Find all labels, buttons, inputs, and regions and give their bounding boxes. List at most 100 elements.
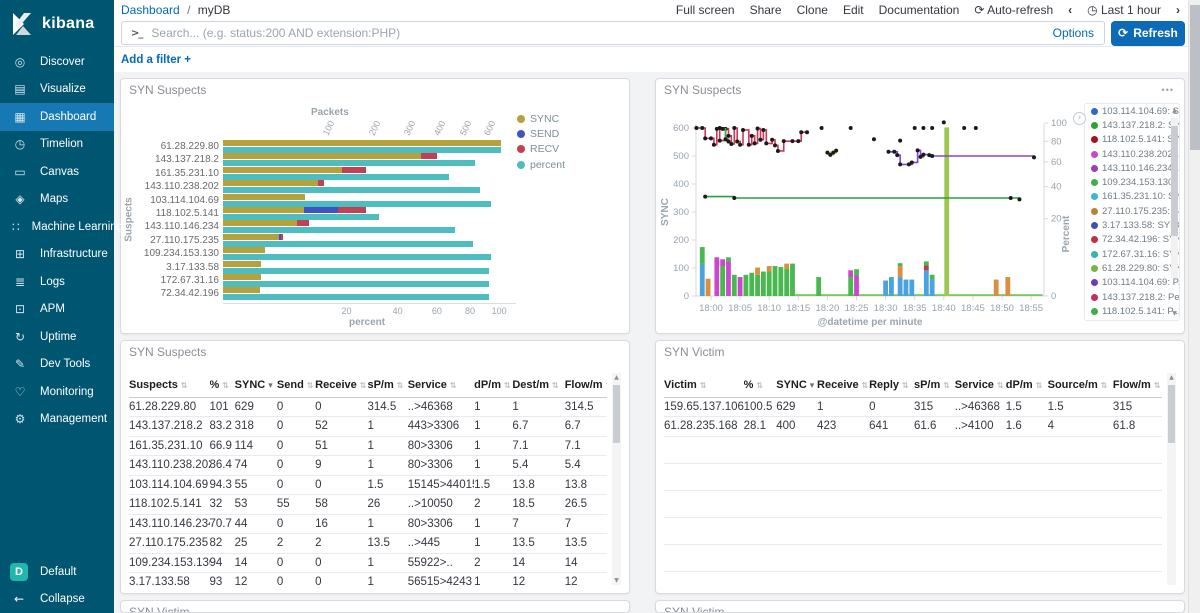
scroll-up-icon[interactable]: ▲ (1169, 374, 1174, 381)
kibana-brand[interactable]: kibana (0, 0, 114, 48)
sort-icon[interactable]: ⇅ (756, 380, 764, 390)
column-header-send[interactable]: Send ⇅ (276, 373, 316, 398)
sidebar-item-dev-tools[interactable]: ✎ Dev Tools (0, 351, 114, 379)
column-header-sync[interactable]: SYNC ▾ (776, 373, 818, 398)
sidebar-item-apm[interactable]: ⊡ APM (0, 296, 114, 324)
sort-icon[interactable]: ⇅ (396, 380, 404, 390)
column-header-flow-m[interactable]: Flow/m⇅ (1112, 373, 1162, 398)
sidebar-item-canvas[interactable]: ▭ Canvas (0, 158, 114, 186)
legend-item[interactable]: 72.34.42.196: SYNC (1085, 233, 1179, 247)
sort-icon[interactable]: ⇅ (699, 380, 707, 390)
sidebar-item-logs[interactable]: ≣ Logs (0, 268, 114, 296)
legend-collapse-button[interactable]: › (1073, 112, 1086, 125)
legend-item[interactable]: 3.17.133.58: SYNC (1085, 218, 1179, 232)
legend-scroll-up-icon[interactable]: ▲ (1172, 107, 1177, 114)
column-header-receive[interactable]: Receive ⇅ (315, 373, 368, 398)
column-header-sync[interactable]: SYNC ▾ (234, 373, 277, 398)
sort-desc-icon[interactable]: ▾ (809, 380, 815, 391)
sidebar-item-dashboard[interactable]: ▦ Dashboard (0, 103, 114, 131)
column-header-service[interactable]: Service ⇅ (954, 373, 1006, 398)
legend-item[interactable]: 118.102.5.141: P... (1085, 304, 1179, 318)
top-action-clone[interactable]: Clone (796, 3, 828, 17)
sidebar-item-visualize[interactable]: ▤ Visualize (0, 76, 114, 104)
legend-item[interactable]: 143.110.146.234: ... (1085, 161, 1179, 175)
column-header-reply[interactable]: Reply ⇅ (869, 373, 914, 398)
scrollbar-thumb[interactable] (613, 385, 620, 443)
sidebar-item-maps[interactable]: ◈ Maps (0, 186, 114, 214)
legend-item[interactable]: 103.114.104.69: S... (1085, 104, 1179, 118)
sort-icon[interactable]: ⇅ (943, 380, 950, 390)
legend-item-send[interactable]: SEND (517, 126, 565, 141)
sort-icon[interactable]: ⇅ (1153, 380, 1161, 390)
sidebar-item-management[interactable]: ⚙ Management (0, 406, 114, 434)
column-header-service[interactable]: Service ⇅ (407, 373, 475, 398)
sidebar-collapse-button[interactable]: ← Collapse (0, 586, 114, 613)
sort-icon[interactable]: ⇅ (902, 380, 909, 390)
scrollbar-thumb[interactable] (1168, 385, 1175, 443)
column-header-sp-m[interactable]: sP/m ⇅ (367, 373, 408, 398)
sidebar-item-discover[interactable]: ◎ Discover (0, 48, 114, 76)
sort-icon[interactable]: ⇅ (606, 381, 607, 390)
legend-scroll-down-icon[interactable]: ▼ (1172, 310, 1177, 317)
legend-scrollbar-thumb[interactable] (1171, 126, 1178, 236)
legend-item[interactable]: 27.110.175.235: S... (1085, 204, 1179, 218)
column-header-receive[interactable]: Receive ⇅ (817, 373, 870, 398)
top-action-full-screen[interactable]: Full screen (675, 3, 735, 17)
column-header-dp-m[interactable]: dP/m ⇅ (474, 373, 513, 398)
column-header-dp-m[interactable]: dP/m ⇅ (1005, 373, 1048, 398)
legend-item[interactable]: 61.28.229.80: SYNC (1085, 261, 1179, 275)
legend-item[interactable]: 161.35.231.10: SY... (1085, 190, 1179, 204)
sidebar-item-uptime[interactable]: ↻ Uptime (0, 323, 114, 351)
sort-icon[interactable]: ⇅ (180, 380, 188, 390)
column-header-sp-m[interactable]: sP/m ⇅ (913, 373, 955, 398)
sort-icon[interactable]: ⇅ (359, 380, 367, 390)
sort-icon[interactable]: ⇅ (504, 380, 511, 390)
legend-item[interactable]: 109.234.153.130: ... (1085, 175, 1179, 189)
sidebar-item-timelion[interactable]: ◷ Timelion (0, 131, 114, 159)
sort-icon[interactable]: ⇅ (861, 380, 869, 390)
sort-icon[interactable]: ⇅ (552, 380, 559, 390)
time-picker-button[interactable]: ◷ Last 1 hour (1087, 3, 1161, 17)
breadcrumb-dashboard-link[interactable]: Dashboard (121, 3, 180, 17)
sort-icon[interactable]: ⇅ (1100, 380, 1108, 390)
sidebar-item-infrastructure[interactable]: ⊞ Infrastructure (0, 241, 114, 269)
legend-item-sync[interactable]: SYNC (517, 111, 565, 126)
column-header--[interactable]: % ⇅ (209, 373, 235, 398)
search-input[interactable] (151, 26, 1053, 40)
scroll-up-icon[interactable]: ▲ (614, 374, 619, 381)
column-header-source-m[interactable]: Source/m ⇅ (1047, 373, 1113, 398)
options-link[interactable]: Options (1052, 26, 1094, 40)
refresh-button[interactable]: ⟳ Refresh (1111, 20, 1185, 46)
column-header-suspects[interactable]: Suspects ⇅ (129, 373, 210, 398)
sidebar-item-machine-learning[interactable]: ∷ Machine Learning (0, 213, 123, 241)
column-header-dest-m[interactable]: Dest/m ⇅ (512, 373, 565, 398)
top-action-documentation[interactable]: Documentation (878, 3, 960, 17)
scroll-down-icon[interactable]: ▼ (614, 577, 619, 584)
legend-item-recv[interactable]: RECV (517, 142, 565, 157)
column-header-flow-m[interactable]: Flow/m⇅ (564, 373, 607, 398)
legend-item-percent[interactable]: percent (517, 157, 565, 172)
time-next-button[interactable]: › (1176, 3, 1180, 17)
sort-icon[interactable]: ⇅ (306, 380, 314, 390)
sort-icon[interactable]: ⇅ (449, 380, 457, 390)
sort-icon[interactable]: ⇅ (222, 380, 229, 390)
legend-item[interactable]: 143.110.238.202: ... (1085, 147, 1179, 161)
auto-refresh-button[interactable]: ⟳ Auto-refresh (974, 3, 1054, 17)
sort-icon[interactable]: ⇅ (996, 380, 1004, 390)
add-filter-button[interactable]: Add a filter + (121, 54, 191, 66)
legend-item[interactable]: 143.137.218.2: Per... (1085, 290, 1179, 304)
legend-item[interactable]: 103.114.104.69: P... (1085, 276, 1179, 290)
column-header--[interactable]: % ⇅ (743, 373, 777, 398)
sidebar-item-monitoring[interactable]: ♡ Monitoring (0, 378, 114, 406)
page-scrollbar-thumb[interactable] (1190, 5, 1200, 150)
table-scrollbar[interactable]: ▲ ▼ (612, 373, 621, 585)
sort-icon[interactable]: ⇅ (1035, 380, 1043, 390)
legend-item[interactable]: 118.102.5.141: SY... (1085, 133, 1179, 147)
top-action-edit[interactable]: Edit (842, 3, 864, 17)
sidebar-item-default-space[interactable]: D Default (0, 558, 114, 586)
top-action-share[interactable]: Share (749, 3, 782, 17)
time-prev-button[interactable]: ‹ (1068, 3, 1073, 17)
legend-item[interactable]: 143.137.218.2: SY... (1085, 118, 1179, 132)
column-header-victim[interactable]: Victim ⇅ (664, 373, 744, 398)
legend-item[interactable]: 172.67.31.16: SYNC (1085, 247, 1179, 261)
